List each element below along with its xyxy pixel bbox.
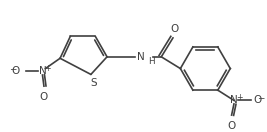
Text: −: − (9, 64, 17, 73)
Text: +: + (236, 93, 242, 102)
Text: H: H (148, 57, 155, 66)
Text: +: + (44, 64, 51, 73)
Text: S: S (91, 78, 97, 88)
Text: −: − (257, 93, 265, 102)
Text: O: O (170, 24, 179, 34)
Text: N: N (39, 67, 46, 76)
Text: O: O (254, 95, 262, 105)
Text: O: O (12, 67, 20, 76)
Text: O: O (227, 121, 236, 131)
Text: N: N (137, 52, 145, 62)
Text: O: O (40, 92, 48, 102)
Text: N: N (230, 95, 238, 105)
